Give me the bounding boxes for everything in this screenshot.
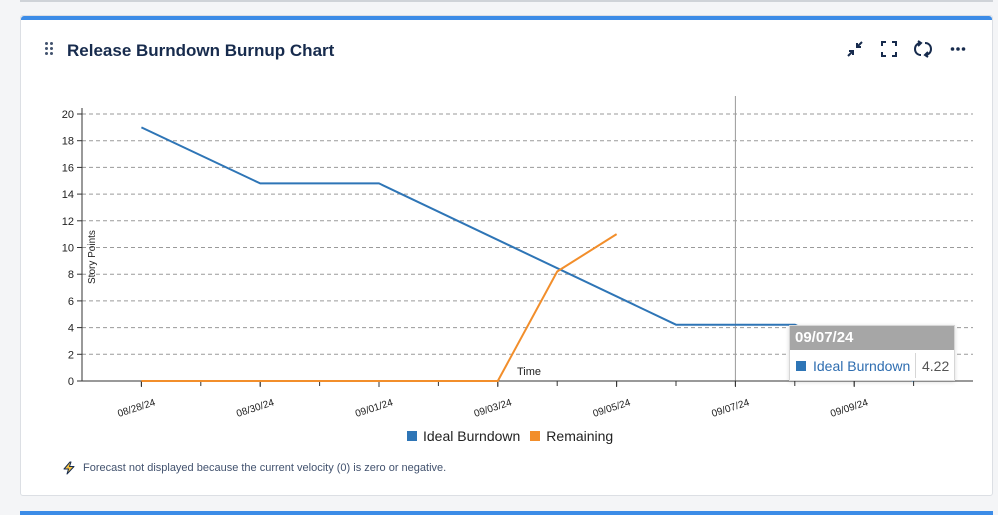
y-axis-label: Story Points xyxy=(87,230,98,284)
series-line-remaining xyxy=(141,233,618,382)
x-tick-label: 09/09/24 xyxy=(829,397,870,420)
legend-item-ideal-burndown[interactable]: Ideal Burndown xyxy=(407,428,520,444)
y-tick-label: 10 xyxy=(62,243,74,255)
y-tick-label: 12 xyxy=(62,216,74,228)
card-header: Release Burndown Burnup Chart xyxy=(21,16,992,86)
more-button[interactable] xyxy=(947,38,969,60)
x-tick-label: 09/07/24 xyxy=(710,397,751,420)
refresh-icon xyxy=(913,40,933,58)
x-tick-label: 09/03/24 xyxy=(473,397,514,420)
forecast-note-text: Forecast not displayed because the curre… xyxy=(83,462,447,474)
next-card-accent xyxy=(20,511,993,515)
y-tick-label: 0 xyxy=(68,376,74,388)
x-tick-label: 09/01/24 xyxy=(354,397,395,420)
fullscreen-icon xyxy=(881,41,897,57)
minimize-icon xyxy=(847,41,863,57)
y-tick-label: 16 xyxy=(62,162,74,174)
tooltip-row: Ideal Burndown xyxy=(796,356,910,376)
x-tick-label: 09/05/24 xyxy=(592,397,633,420)
legend-label-remaining: Remaining xyxy=(546,428,614,444)
top-divider xyxy=(20,0,993,2)
fullscreen-button[interactable] xyxy=(878,38,900,60)
y-tick-label: 8 xyxy=(68,269,74,281)
tooltip-value: 4.22 xyxy=(922,358,950,374)
tooltip-series-name: Ideal Burndown xyxy=(813,358,911,374)
x-axis-label: Time xyxy=(517,366,541,378)
chart-legend: Ideal Burndown Remaining xyxy=(407,428,623,444)
y-tick-label: 6 xyxy=(68,296,74,308)
tooltip-separator xyxy=(915,353,916,378)
y-tick-label: 14 xyxy=(62,189,74,201)
x-tick-label: 08/28/24 xyxy=(116,397,157,420)
tooltip-swatch xyxy=(796,361,806,371)
card-title: Release Burndown Burnup Chart xyxy=(67,41,335,60)
legend-label-ideal-burndown: Ideal Burndown xyxy=(423,428,521,444)
y-tick-label: 4 xyxy=(68,323,74,335)
forecast-note: Forecast not displayed because the curre… xyxy=(63,461,446,475)
refresh-button[interactable] xyxy=(912,38,934,60)
legend-swatch-remaining xyxy=(530,431,541,441)
y-tick-label: 2 xyxy=(68,349,74,361)
drag-handle-icon[interactable] xyxy=(45,42,57,58)
chart-card: Release Burndown Burnup Chart xyxy=(20,15,993,496)
tooltip-date: 09/07/24 xyxy=(790,326,954,350)
card-accent-bar xyxy=(21,16,992,20)
y-tick-label: 18 xyxy=(62,136,74,148)
lightning-icon xyxy=(63,461,75,475)
grid-lines xyxy=(82,96,973,381)
x-tick-label: 08/30/24 xyxy=(235,397,276,420)
chart-tooltip: 09/07/24 Ideal Burndown 4.22 xyxy=(789,325,955,381)
legend-item-remaining[interactable]: Remaining xyxy=(530,428,613,444)
y-tick-label: 20 xyxy=(62,109,74,121)
legend-swatch-ideal-burndown xyxy=(407,431,417,441)
more-icon xyxy=(950,47,966,51)
minimize-button[interactable] xyxy=(844,38,866,60)
